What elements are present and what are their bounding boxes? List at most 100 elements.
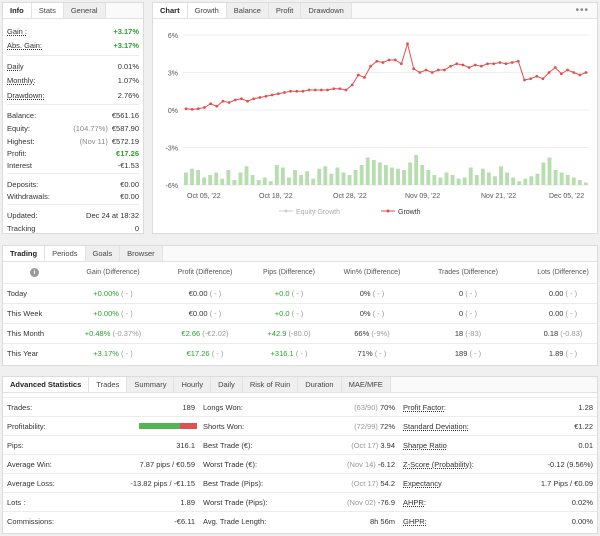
trading-diff: ( - ): [121, 309, 133, 318]
tab-stats[interactable]: Stats: [31, 3, 64, 18]
growth-point: [492, 62, 496, 66]
tab-trading[interactable]: Trading: [3, 246, 46, 261]
profit-bar: [535, 173, 540, 185]
x-tick-label: Dec 05, '22: [549, 193, 584, 200]
profitability-bar-win: [139, 423, 181, 429]
adv-label-3: Profit Factor:: [403, 403, 446, 412]
tab-info[interactable]: Info: [3, 3, 32, 18]
profit-bar: [474, 175, 479, 185]
legend-growth[interactable]: Growth: [398, 209, 421, 216]
profit-bar: [529, 176, 534, 185]
trading-value: 0: [459, 289, 464, 298]
info-tabs: Info Stats General: [3, 3, 143, 19]
profit-bar: [353, 170, 358, 185]
trading-diff: (-0.37%): [112, 329, 142, 338]
tab-risk-of-ruin[interactable]: Risk of Ruin: [242, 377, 299, 392]
growth-point: [363, 76, 366, 79]
growth-point: [504, 62, 508, 66]
adv-value-1: 316.1: [176, 441, 195, 450]
growth-point: [338, 87, 342, 91]
x-tick-label: Oct 28, '22: [333, 193, 367, 200]
tab-goals[interactable]: Goals: [85, 246, 121, 261]
tab-periods[interactable]: Periods: [45, 246, 86, 261]
trading-cell: 0 ( - ): [418, 309, 518, 318]
info-value-text: 1.07%: [117, 76, 139, 85]
growth-point: [418, 71, 422, 74]
advanced-row: Commissions: -€6.11 Avg. Trade Length: 8h 5…: [3, 511, 597, 531]
tab-general[interactable]: General: [63, 3, 106, 18]
info-row: Interest -€1.53: [7, 161, 139, 173]
growth-point: [221, 99, 225, 103]
growth-point: [578, 73, 582, 77]
trading-cell: 189 ( - ): [418, 349, 518, 358]
trading-cell: 0.00 ( - ): [513, 289, 600, 298]
tab-drawdown[interactable]: Drawdown: [301, 3, 352, 18]
info-label: Interest: [7, 161, 33, 170]
growth-point: [369, 64, 373, 68]
tab-chart[interactable]: Chart: [153, 3, 188, 18]
ellipsis-icon[interactable]: •••: [575, 5, 589, 16]
profit-bar: [299, 175, 303, 185]
tab-hourly[interactable]: Hourly: [174, 377, 212, 392]
trading-diff: ( - ): [121, 349, 133, 358]
profit-bar: [396, 168, 400, 185]
adv-value-1: 1.89: [180, 498, 195, 507]
trading-diff: ( - ): [465, 289, 477, 298]
legend-equity-growth[interactable]: Equity Growth: [296, 209, 340, 216]
profit-bar: [305, 171, 310, 185]
info-row: Deposits: €0.00: [7, 180, 139, 192]
tab-advanced-statistics[interactable]: Advanced Statistics: [3, 377, 90, 392]
adv-sub-2: (Nov 14): [347, 460, 376, 469]
profit-bar: [262, 177, 267, 185]
trading-value: 1.89: [548, 349, 564, 358]
adv-value-2: (63/90) 70%: [354, 403, 395, 412]
profit-bar: [329, 173, 334, 185]
info-sub: (Nov 11): [79, 137, 108, 146]
growth-point: [455, 62, 459, 66]
y-tick-label: -3%: [166, 146, 178, 153]
advanced-row: Profitability: Shorts Won: (72/99) 72% Stan…: [3, 416, 597, 436]
info-icon[interactable]: i: [30, 268, 39, 277]
trading-diff: ( - ): [295, 349, 308, 358]
trading-diff: ( - ): [565, 309, 578, 318]
tab-balance[interactable]: Balance: [226, 3, 269, 18]
trading-value: 71%: [357, 349, 373, 358]
profit-bar: [359, 165, 364, 185]
profit-bar: [250, 175, 255, 185]
info-label: Abs. Gain:: [7, 41, 43, 50]
trading-value: 0: [459, 309, 464, 318]
y-tick-label: 6%: [168, 33, 178, 40]
tab-summary[interactable]: Summary: [127, 377, 175, 392]
adv-label-2: Best Trade (€):: [203, 441, 253, 450]
growth-point: [270, 93, 274, 97]
profit-bar: [377, 162, 382, 185]
info-label: Gain :: [7, 27, 28, 36]
profit-bar: [480, 168, 485, 185]
tab-browser[interactable]: Browser: [120, 246, 163, 261]
tab-growth[interactable]: Growth: [187, 3, 227, 18]
growth-point: [479, 64, 483, 68]
advanced-row: Lots : 1.89 Worst Trade (Pips): (Nov 02) -7…: [3, 492, 597, 512]
trading-cell: 1.89 ( - ): [513, 349, 600, 358]
tab-duration[interactable]: Duration: [298, 377, 342, 392]
x-tick-label: Oct 18, '22: [259, 193, 293, 200]
adv-value-3: -0.12 (9.56%): [547, 460, 593, 469]
profitability-bar: [139, 423, 197, 429]
trading-diff: (-80.0): [288, 329, 311, 338]
trading-row-label: Today: [7, 289, 28, 298]
growth-point: [264, 94, 268, 98]
profit-bar: [420, 165, 425, 185]
adv-value-2: 8h 56m: [370, 517, 395, 526]
tab-trades[interactable]: Trades: [89, 377, 128, 392]
trading-header: Profit (Difference): [177, 269, 233, 276]
trading-diff: ( - ): [374, 349, 387, 358]
tab-daily[interactable]: Daily: [211, 377, 243, 392]
profit-bar: [208, 175, 213, 185]
info-label: Updated:: [7, 211, 38, 220]
tab-mae-mfe[interactable]: MAE/MFE: [341, 377, 391, 392]
trading-cell: +0.00% ( - ): [63, 289, 163, 298]
profit-bar: [238, 172, 243, 185]
growth-point: [196, 107, 200, 111]
tab-profit[interactable]: Profit: [268, 3, 302, 18]
info-row: Abs. Gain: +3.17%: [7, 41, 139, 53]
